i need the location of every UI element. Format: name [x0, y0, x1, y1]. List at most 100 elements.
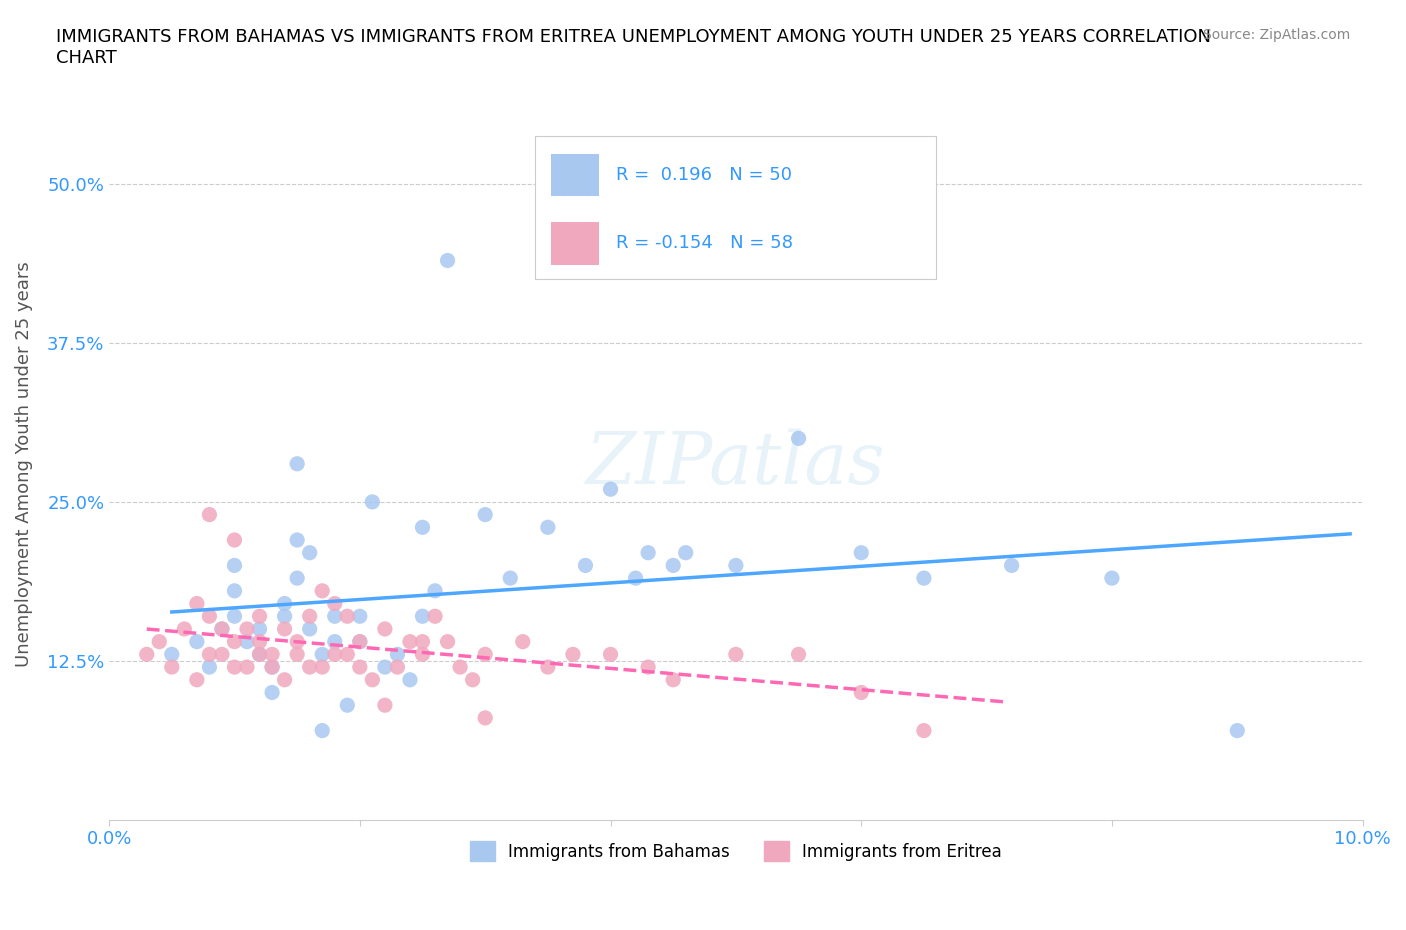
Point [449, 659, 471, 674]
Point [262, 659, 284, 674]
Point [224, 609, 246, 624]
Text: IMMIGRANTS FROM BAHAMAS VS IMMIGRANTS FROM ERITREA UNEMPLOYMENT AMONG YOUTH UNDE: IMMIGRANTS FROM BAHAMAS VS IMMIGRANTS FR… [56, 28, 1211, 67]
Point [411, 634, 433, 649]
Point [160, 647, 183, 662]
Point [374, 659, 396, 674]
Point [211, 621, 233, 636]
Point [1101, 571, 1123, 586]
Point [787, 647, 810, 662]
Point [574, 558, 596, 573]
Point [349, 609, 371, 624]
Point [374, 621, 396, 636]
Point [224, 583, 246, 598]
Point [148, 634, 170, 649]
Point [1001, 558, 1024, 573]
Point [198, 609, 221, 624]
Point [298, 621, 321, 636]
Point [349, 634, 371, 649]
Point [285, 571, 308, 586]
Y-axis label: Unemployment Among Youth under 25 years: Unemployment Among Youth under 25 years [15, 261, 32, 667]
Point [186, 634, 208, 649]
Point [298, 659, 321, 674]
Point [912, 724, 935, 738]
Point [474, 507, 496, 522]
Point [436, 634, 458, 649]
Point [336, 609, 359, 624]
Point [236, 621, 259, 636]
Point [561, 647, 583, 662]
Point [1226, 724, 1249, 738]
Point [285, 634, 308, 649]
Point [323, 596, 346, 611]
Point [298, 609, 321, 624]
Point [323, 647, 346, 662]
Point [399, 634, 422, 649]
Point [349, 634, 371, 649]
Point [399, 672, 422, 687]
Point [787, 431, 810, 445]
Point [512, 634, 534, 649]
Point [387, 659, 409, 674]
Point [173, 621, 195, 636]
Point [387, 647, 409, 662]
Point [285, 533, 308, 548]
Point [624, 571, 647, 586]
Point [336, 698, 359, 712]
Point [186, 596, 208, 611]
Point [851, 545, 873, 560]
Point [423, 609, 446, 624]
Legend: Immigrants from Bahamas, Immigrants from Eritrea: Immigrants from Bahamas, Immigrants from… [464, 834, 1008, 868]
Point [411, 609, 433, 624]
Point [211, 647, 233, 662]
Point [211, 621, 233, 636]
Point [599, 647, 621, 662]
Point [273, 672, 295, 687]
Point [637, 545, 659, 560]
Point [249, 621, 271, 636]
Point [298, 545, 321, 560]
Point [224, 533, 246, 548]
Point [675, 545, 697, 560]
Point [912, 571, 935, 586]
Point [224, 634, 246, 649]
Point [249, 647, 271, 662]
Point [349, 659, 371, 674]
Point [224, 659, 246, 674]
Point [423, 583, 446, 598]
Point [411, 647, 433, 662]
Point [361, 495, 384, 510]
Point [724, 558, 747, 573]
Point [160, 659, 183, 674]
Point [273, 609, 295, 624]
Point [249, 609, 271, 624]
Point [537, 520, 560, 535]
Point [224, 558, 246, 573]
Point [262, 685, 284, 700]
Point [461, 672, 484, 687]
Point [236, 634, 259, 649]
Point [637, 659, 659, 674]
Text: Source: ZipAtlas.com: Source: ZipAtlas.com [1202, 28, 1350, 42]
Point [262, 647, 284, 662]
Point [411, 520, 433, 535]
Point [198, 659, 221, 674]
Point [311, 724, 333, 738]
Point [273, 596, 295, 611]
Text: ZIPatlas: ZIPatlas [586, 429, 886, 499]
Point [236, 659, 259, 674]
Point [311, 647, 333, 662]
Point [198, 647, 221, 662]
Point [198, 507, 221, 522]
Point [285, 647, 308, 662]
Point [186, 672, 208, 687]
Point [662, 558, 685, 573]
Point [311, 583, 333, 598]
Point [249, 634, 271, 649]
Point [662, 672, 685, 687]
Point [262, 659, 284, 674]
Point [436, 253, 458, 268]
Point [599, 482, 621, 497]
Point [135, 647, 157, 662]
Point [851, 685, 873, 700]
Point [499, 571, 522, 586]
